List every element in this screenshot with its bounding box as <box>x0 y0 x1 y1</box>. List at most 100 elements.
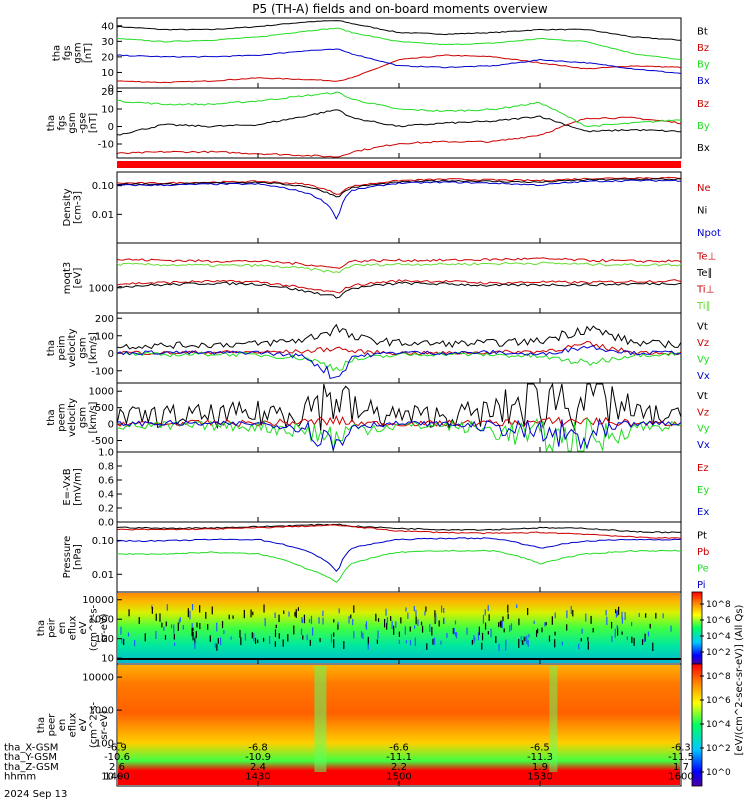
x-row-value: 1430 <box>245 771 270 782</box>
y-axis-label-line: [nPa] <box>72 544 83 570</box>
noise-speck <box>121 638 123 644</box>
y-axis-label-line: tha <box>36 620 47 636</box>
x-row-value: 1500 <box>386 771 411 782</box>
noise-speck <box>297 607 300 611</box>
legend-Ex: Ex <box>697 507 709 518</box>
x-row-value: 1530 <box>527 771 552 782</box>
noise-speck <box>440 640 442 645</box>
noise-speck <box>405 607 407 612</box>
panel-frame <box>116 312 682 384</box>
legend-Pb: Pb <box>697 547 709 558</box>
noise-speck <box>434 610 436 617</box>
noise-speck <box>481 642 483 650</box>
y-tick-label: 10000 <box>82 673 114 684</box>
noise-speck <box>127 632 130 637</box>
x-axis-group: tha_X-GSM -6.9 -6.8 -6.6 -6.5 -6.3 tha_Y-GSM -1… <box>4 83 694 800</box>
noise-speck <box>409 626 411 632</box>
noise-speck <box>398 639 400 644</box>
noise-speck <box>214 643 216 648</box>
series-Bx <box>116 48 682 74</box>
panel-frame <box>116 87 682 159</box>
y-tick-label: 0 <box>108 420 114 431</box>
noise-speck <box>159 613 161 622</box>
y-axis-label-line: (cm^2-s- <box>88 604 99 651</box>
y-axis-label-line: fgs <box>62 45 73 60</box>
y-axis-label-line: Pressure <box>62 536 73 579</box>
noise-speck <box>516 604 518 609</box>
colorbar-tick-label: 10^2 <box>706 648 731 658</box>
noise-speck <box>520 636 522 642</box>
noise-speck <box>375 613 377 622</box>
figure-title: P5 (TH-A) fields and on-board moments ov… <box>252 2 548 16</box>
noise-speck <box>610 621 613 629</box>
noise-speck <box>353 605 355 613</box>
y-tick-label: 0.8 <box>98 462 114 473</box>
y-axis-label-line: en <box>57 719 68 732</box>
y-axis-label-line: Density <box>62 188 73 226</box>
noise-speck <box>230 636 232 640</box>
noise-speck <box>415 616 417 625</box>
noise-speck <box>377 630 379 639</box>
noise-speck <box>662 613 664 619</box>
y-tick-label: 30 <box>101 37 114 48</box>
y-axis-label-line: peir <box>46 617 57 637</box>
noise-speck <box>262 637 265 642</box>
series-Vt <box>116 323 682 350</box>
y-tick-label: 20 <box>101 52 114 63</box>
noise-speck <box>353 631 355 639</box>
panel-frame <box>116 17 682 89</box>
noise-speck <box>518 618 520 626</box>
noise-speck <box>443 608 445 614</box>
y-tick-label: -10 <box>98 140 114 151</box>
noise-speck <box>453 628 455 635</box>
y-tick-label: -100 <box>91 366 114 377</box>
noise-speck <box>173 633 175 640</box>
y-axis-label-line: moqt3 <box>62 262 73 295</box>
x-row-label: tha_Z-GSM <box>4 762 59 773</box>
noise-speck <box>269 635 271 645</box>
noise-speck <box>510 623 513 631</box>
legend-Bx: Bx <box>697 143 710 154</box>
noise-speck <box>194 641 196 649</box>
noise-speck <box>192 631 194 641</box>
x-row-value: -11.1 <box>386 752 412 763</box>
noise-speck <box>310 615 313 624</box>
noise-speck <box>641 639 644 645</box>
noise-speck <box>383 619 386 628</box>
panel-vel-e: -500 0 500 1000 tha peem velocity gsm [km/s] Vt Vz… <box>46 382 710 453</box>
noise-speck <box>173 624 175 634</box>
noise-speck <box>352 618 354 626</box>
noise-speck <box>443 617 445 625</box>
noise-speck <box>554 639 556 648</box>
series-Pb <box>116 524 682 539</box>
y-axis-label-line: tha <box>46 409 57 425</box>
noise-speck <box>566 624 568 631</box>
x-row-value: 1.9 <box>532 762 548 773</box>
y-axis-label-line: -gse <box>78 112 89 133</box>
y-tick-label: 0.0 <box>98 518 114 529</box>
noise-speck <box>278 614 280 623</box>
noise-speck <box>295 609 297 618</box>
colorbar-tick-label: 10^0 <box>706 768 731 778</box>
noise-speck <box>466 627 468 635</box>
y-axis-label-line: sr-eV) <box>99 613 110 642</box>
noise-speck <box>301 619 304 623</box>
noise-speck <box>585 613 587 622</box>
noise-speck <box>643 638 645 642</box>
noise-speck <box>253 633 255 642</box>
y-tick-label: 500 <box>95 403 114 414</box>
noise-speck <box>435 613 437 622</box>
noise-speck <box>616 627 619 636</box>
legend-Ey: Ey <box>697 485 709 496</box>
legend-Vx: Vx <box>697 371 710 382</box>
noise-speck <box>487 631 489 635</box>
noise-speck <box>163 626 165 631</box>
series-Te∥ <box>116 281 682 299</box>
noise-speck <box>499 621 501 627</box>
colorbar-tick-label: 10^4 <box>706 632 731 642</box>
colorbar-lower <box>691 663 703 787</box>
noise-speck <box>606 616 608 626</box>
noise-speck <box>414 625 416 629</box>
noise-speck <box>191 628 193 637</box>
